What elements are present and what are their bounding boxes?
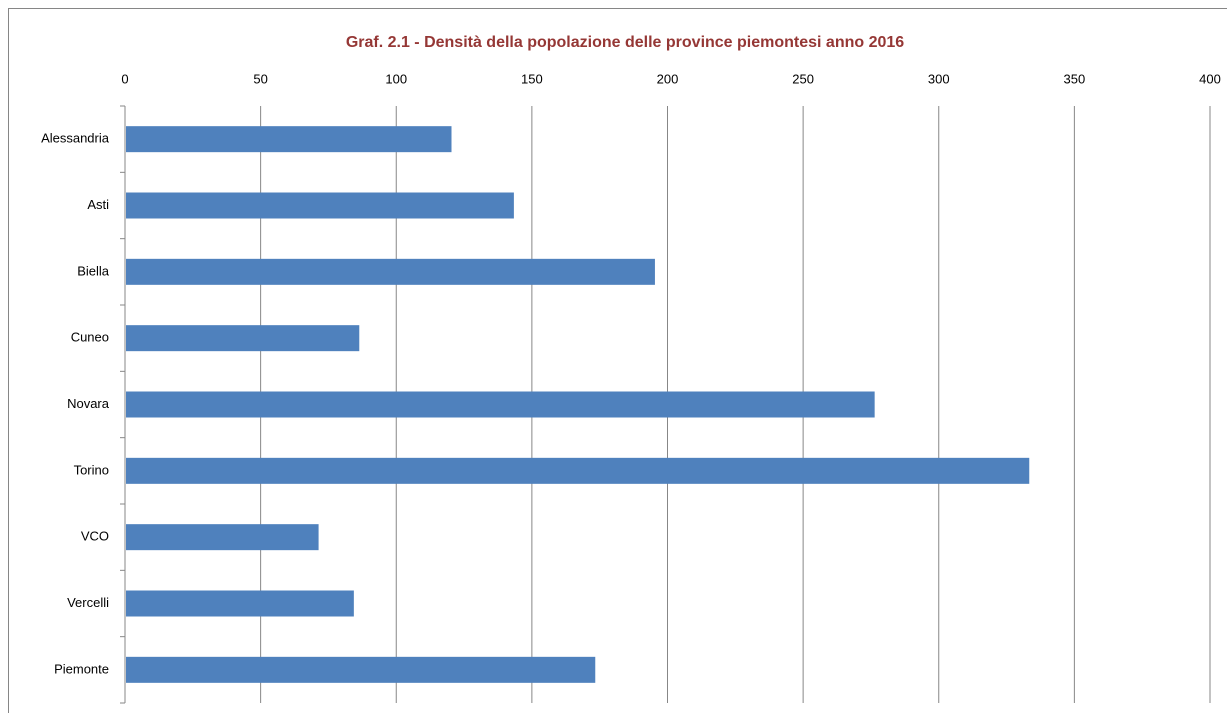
y-tick-label: Asti xyxy=(87,197,109,212)
y-tick-label: Piemonte xyxy=(54,661,109,676)
chart-title: Graf. 2.1 - Densità della popolazione de… xyxy=(346,34,904,51)
x-tick-label: 50 xyxy=(253,71,267,86)
x-tick-label: 100 xyxy=(385,71,407,86)
y-tick-label: Biella xyxy=(77,263,110,278)
bar xyxy=(126,391,875,418)
y-tick-label: Cuneo xyxy=(71,330,109,345)
x-tick-label: 250 xyxy=(792,71,814,86)
x-tick-label: 200 xyxy=(657,71,679,86)
y-tick-label: Alessandria xyxy=(41,131,110,146)
x-tick-label: 350 xyxy=(1064,71,1086,86)
bar xyxy=(126,457,1030,484)
bar xyxy=(126,126,452,153)
bar xyxy=(126,590,354,617)
bar xyxy=(126,192,514,219)
bar xyxy=(126,524,319,551)
y-tick-label: Torino xyxy=(74,462,109,477)
x-tick-label: 0 xyxy=(121,71,128,86)
bar xyxy=(126,656,596,683)
y-tick-label: Novara xyxy=(67,396,110,411)
bar xyxy=(126,258,655,285)
y-tick-label: VCO xyxy=(81,529,109,544)
x-tick-label: 150 xyxy=(521,71,543,86)
x-tick-label: 300 xyxy=(928,71,950,86)
y-tick-label: Vercelli xyxy=(67,595,109,610)
bar xyxy=(126,325,360,352)
x-tick-label: 400 xyxy=(1199,71,1221,86)
